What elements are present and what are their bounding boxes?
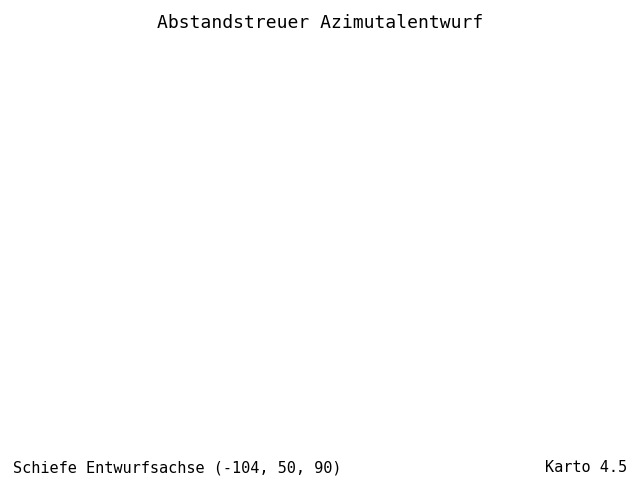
- Text: Schiefe Entwurfsachse (-104, 50, 90): Schiefe Entwurfsachse (-104, 50, 90): [13, 460, 341, 475]
- Text: Abstandstreuer Azimutalentwurf: Abstandstreuer Azimutalentwurf: [157, 14, 483, 33]
- Text: Karto 4.5: Karto 4.5: [545, 460, 627, 475]
